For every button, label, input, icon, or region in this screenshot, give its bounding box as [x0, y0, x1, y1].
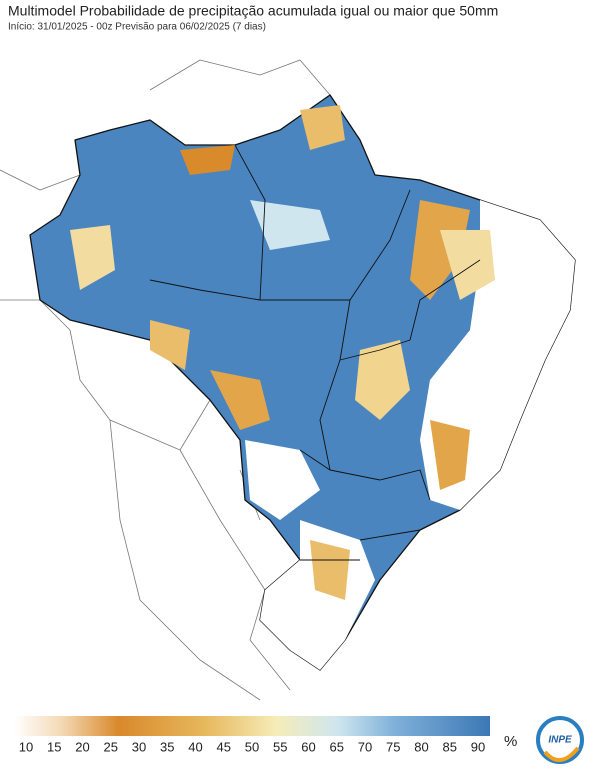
colorbar-tick-label: 20 [75, 739, 89, 754]
colorbar-tick-label: 15 [47, 739, 61, 754]
colorbar-tick-label: 90 [471, 739, 485, 754]
colorbar-tick-label: 40 [188, 739, 202, 754]
inpe-logo: INPE [536, 716, 584, 764]
state-borders [149, 144, 481, 561]
colorbar-tick-label: 55 [273, 739, 287, 754]
legend-unit: % [504, 733, 517, 750]
colorbar-tick-label: 45 [217, 739, 231, 754]
colorbar-tick-label: 80 [414, 739, 428, 754]
colorbar-tick-label: 65 [330, 739, 344, 754]
colorbar-tick-label: 10 [19, 739, 33, 754]
medium-probability-areas [70, 105, 495, 600]
subtitle: Início: 31/01/2025 - 00z Previsão para 0… [8, 22, 266, 33]
colorbar-tick-label: 30 [132, 739, 146, 754]
colorbar-tick-label: 85 [443, 739, 457, 754]
legend: 10 15 20 25 30 35 40 45 50 55 60 65 70 75 80 85 90 % [14, 716, 517, 754]
colorbar-ticks: 10 15 20 25 30 35 40 45 50 55 60 65 70 75 80 85 90 [19, 739, 485, 754]
logo-text: INPE [548, 735, 572, 746]
colorbar [14, 716, 490, 736]
colorbar-tick-label: 25 [104, 739, 118, 754]
title: Multimodel Probabilidade de precipitação… [8, 3, 498, 19]
colorbar-tick-label: 35 [160, 739, 174, 754]
colorbar-tick-label: 60 [301, 739, 315, 754]
colorbar-tick-label: 50 [245, 739, 259, 754]
colorbar-tick-label: 70 [358, 739, 372, 754]
colorbar-tick-label: 75 [386, 739, 400, 754]
logo-arc [543, 746, 580, 762]
map [0, 59, 576, 701]
